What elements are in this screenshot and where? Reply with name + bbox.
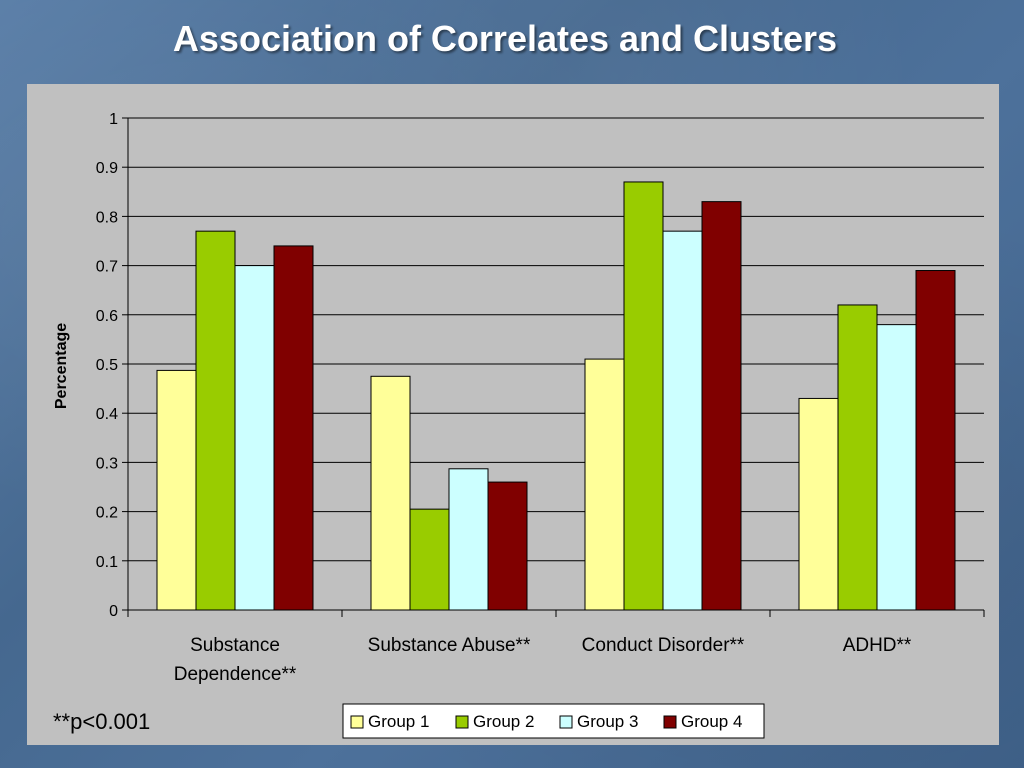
legend bbox=[342, 703, 765, 739]
legend-swatch bbox=[559, 715, 573, 729]
legend-swatch bbox=[455, 715, 469, 729]
bar-group-4 bbox=[915, 270, 956, 611]
bar-group-2 bbox=[837, 304, 878, 611]
bar-group-1 bbox=[370, 375, 411, 611]
bar-group-2 bbox=[409, 508, 450, 611]
slide-title: Association of Correlates and Clusters bbox=[172, 18, 838, 59]
bar-chart: 0 0.1 0.2 0.3 0.4 0.5 0.6 0.7 0.8 0.9 1 Percentage S… bbox=[53, 111, 985, 739]
bar-group-4 bbox=[701, 201, 742, 611]
y-tick-label: 0.4 bbox=[96, 406, 118, 423]
bar-group-1 bbox=[584, 358, 625, 611]
y-tick-label: 0.8 bbox=[96, 209, 118, 226]
category-label: Dependence** bbox=[174, 664, 297, 685]
y-tick-label: 0.7 bbox=[96, 259, 118, 276]
y-tick-label: 0.9 bbox=[96, 160, 118, 177]
legend-label: Group 4 bbox=[681, 712, 742, 731]
y-tick-label: 0.5 bbox=[96, 357, 118, 374]
y-tick-label: 1 bbox=[109, 111, 118, 128]
bar-group-3 bbox=[234, 265, 275, 611]
category-label: Substance Abuse** bbox=[368, 635, 531, 656]
bar-group-3 bbox=[876, 324, 917, 611]
bar-group-3 bbox=[662, 230, 703, 611]
legend-label: Group 1 bbox=[368, 712, 429, 731]
y-tick-label: 0.1 bbox=[96, 554, 118, 571]
bar-group-2 bbox=[623, 181, 664, 611]
bar-group-2 bbox=[195, 230, 236, 611]
y-tick-label: 0.6 bbox=[96, 308, 118, 325]
y-tick-label: 0 bbox=[109, 603, 118, 620]
category-label: Conduct Disorder** bbox=[582, 635, 745, 656]
y-tick-label: 0.3 bbox=[96, 455, 118, 472]
y-tick-label: 0.2 bbox=[96, 505, 118, 522]
legend-swatch bbox=[663, 715, 677, 729]
footnote: **p<0.001 bbox=[53, 709, 150, 734]
bar-group-4 bbox=[487, 481, 528, 611]
bar-group-4 bbox=[273, 245, 314, 611]
chart-area: 0 0.1 0.2 0.3 0.4 0.5 0.6 0.7 0.8 0.9 1 Percentage S… bbox=[27, 84, 999, 745]
category-label: Substance bbox=[190, 635, 280, 656]
bar-group-1 bbox=[798, 397, 839, 611]
legend-swatch bbox=[350, 715, 364, 729]
category-label: ADHD** bbox=[843, 635, 912, 656]
bar-group-3 bbox=[448, 468, 489, 611]
legend-label: Group 3 bbox=[577, 712, 638, 731]
y-axis-label: Percentage bbox=[53, 323, 70, 409]
bar-group-1 bbox=[156, 369, 197, 611]
legend-label: Group 2 bbox=[473, 712, 534, 731]
